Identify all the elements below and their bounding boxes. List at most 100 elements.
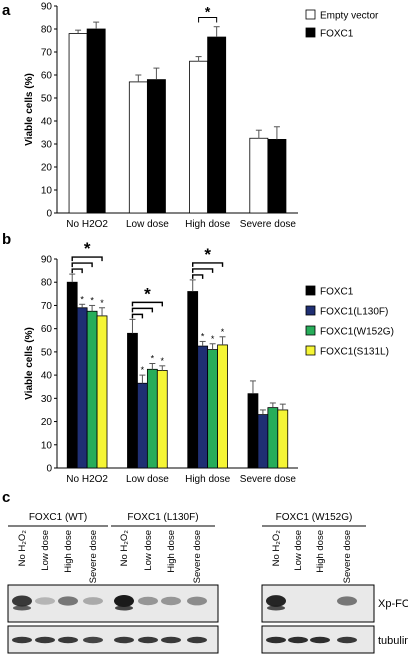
xp-foxc1-band	[337, 596, 357, 606]
tubulin-band	[12, 636, 32, 644]
y-tick-label: 20	[41, 163, 53, 174]
tubulin-band	[337, 636, 357, 644]
legend-swatch	[305, 9, 316, 20]
bar	[197, 345, 209, 469]
xp-foxc1-band	[114, 595, 134, 607]
tubulin-band	[35, 636, 55, 644]
significance-star-large: *	[204, 245, 211, 264]
bar	[156, 370, 168, 469]
lane-label: High dose	[63, 530, 74, 573]
bar	[187, 291, 199, 469]
legend-swatch	[305, 285, 316, 296]
bar	[207, 36, 227, 214]
significance-star: *	[161, 356, 165, 366]
significance-bracket	[71, 256, 103, 262]
significance-star: *	[205, 4, 211, 20]
legend-label: FOXC1(S131L)	[320, 347, 389, 358]
bar	[137, 382, 148, 469]
bar	[146, 368, 158, 469]
tubulin-band	[310, 636, 330, 644]
bar	[247, 393, 259, 469]
chart-b: 0 10 20 30 40 50 60 70 80 90 Viable cells (%) No H2…	[24, 239, 394, 485]
tubulin-band	[187, 636, 207, 644]
xp-foxc1-band	[35, 597, 55, 605]
lane-label: Severe dose	[342, 530, 353, 583]
bar	[96, 315, 108, 469]
bar	[127, 332, 138, 469]
significance-star-large: *	[144, 284, 151, 303]
y-tick-label: 0	[46, 464, 52, 475]
xp-foxc1-band	[58, 596, 78, 606]
panel-a-letter: a	[2, 2, 11, 19]
significance-star: *	[141, 365, 145, 375]
significance-bracket	[131, 301, 163, 307]
xp-foxc1-band	[187, 596, 207, 606]
tubulin-band	[266, 636, 286, 644]
xp-foxc1-band	[138, 596, 158, 606]
lane-label: Severe dose	[88, 530, 99, 583]
bar	[267, 407, 279, 469]
xp-foxc1-band-lower	[267, 605, 285, 611]
bar	[76, 307, 88, 469]
bar	[277, 409, 289, 469]
y-tick-label: 60	[41, 324, 53, 335]
xp-foxc1-band-lower	[13, 605, 31, 611]
bar	[217, 344, 228, 469]
xp-foxc1-band	[266, 595, 286, 607]
western-blot: FOXC1 (WT)No H₂O₂ Low dose High dose Severe…	[7, 512, 408, 654]
x-tick-label: Severe dose	[240, 219, 297, 230]
lane-label: Low dose	[143, 530, 154, 571]
legend-swatch	[305, 345, 316, 356]
y-tick-label: 10	[41, 186, 53, 197]
significance-star: *	[211, 334, 215, 344]
y-tick-label: 20	[41, 417, 53, 428]
significance-star: *	[201, 331, 205, 341]
xp-foxc1-band	[83, 597, 103, 605]
y-tick-label: 80	[41, 25, 53, 36]
lane-label: Low dose	[293, 530, 304, 571]
row-label-xp-foxc1: Xp-FOXC1	[378, 598, 408, 610]
bar	[257, 414, 269, 469]
lane-label: Severe dose	[192, 530, 203, 583]
significance-bracket	[198, 17, 218, 23]
chart-a: 0 10 20 30 40 50 60 70 80 90 Viable cells (%) No H2…	[24, 2, 379, 231]
significance-bracket	[131, 307, 154, 313]
xp-foxc1-band	[161, 596, 181, 606]
y-tick-label: 30	[41, 140, 53, 151]
legend-label: FOXC1	[320, 287, 354, 298]
y-tick-label: 90	[41, 255, 53, 266]
bar	[128, 81, 148, 214]
tubulin-band	[83, 636, 103, 644]
panel-b-letter: b	[2, 231, 11, 248]
y-tick-label: 70	[41, 48, 53, 59]
xp-foxc1-band	[12, 595, 32, 607]
significance-star-large: *	[84, 239, 91, 258]
y-axis-label: Viable cells (%)	[24, 73, 35, 146]
significance-bracket	[192, 268, 214, 273]
x-tick-label: Low dose	[126, 219, 169, 230]
y-tick-label: 90	[41, 2, 53, 13]
bar	[68, 33, 88, 214]
bar	[146, 79, 166, 214]
x-tick-label: No H2O2	[66, 219, 108, 230]
x-tick-label: Severe dose	[240, 474, 297, 485]
legend-swatch	[305, 305, 316, 316]
panel-c-letter: c	[2, 489, 10, 506]
lane-label: Low dose	[40, 530, 51, 571]
tubulin-band	[58, 636, 78, 644]
tubulin-band	[288, 636, 308, 644]
legend-label: FOXC1	[320, 29, 354, 40]
significance-bracket	[71, 268, 83, 274]
xp-foxc1-band-lower	[115, 605, 133, 611]
lane-label: No H₂O₂	[17, 530, 28, 567]
y-tick-label: 30	[41, 394, 53, 405]
bar	[249, 137, 269, 214]
lane-label: High dose	[166, 530, 177, 573]
y-tick-label: 70	[41, 301, 53, 312]
bar	[267, 138, 287, 214]
significance-star: *	[100, 298, 104, 308]
legend-swatch	[305, 27, 316, 38]
legend-swatch	[305, 325, 316, 336]
bar	[66, 281, 78, 469]
tubulin-band	[161, 636, 181, 644]
